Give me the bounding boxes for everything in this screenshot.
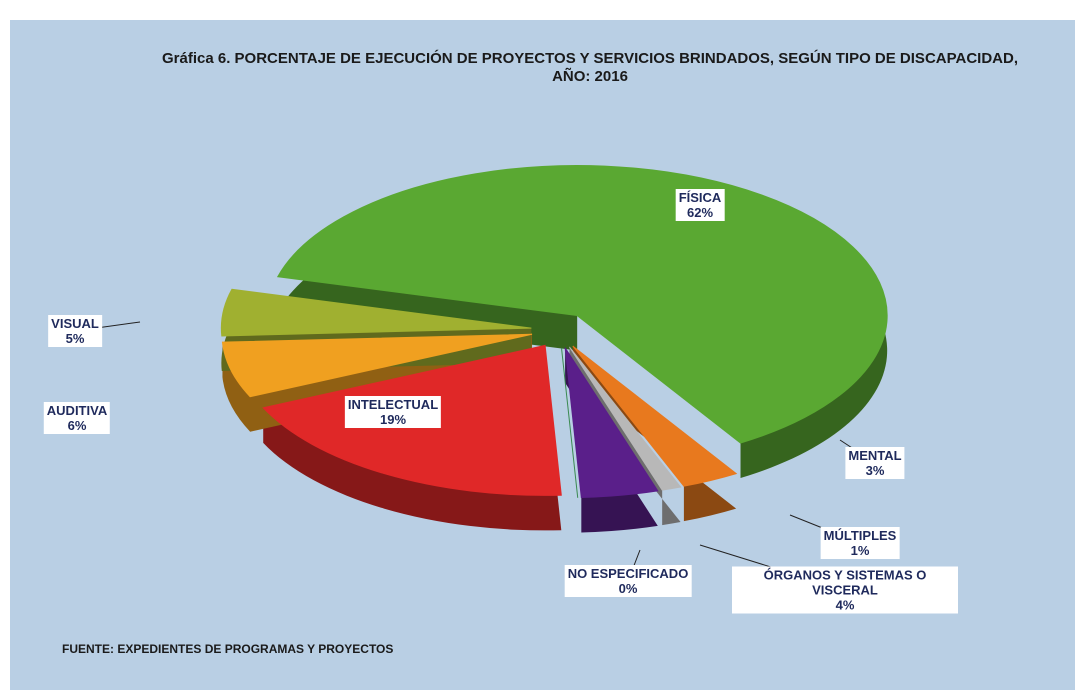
value-label: 0% xyxy=(568,581,689,596)
category-label: NO ESPECIFICADO xyxy=(568,566,689,581)
category-label: FÍSICA xyxy=(679,190,722,205)
value-label: 62% xyxy=(679,205,722,220)
value-label: 4% xyxy=(735,598,955,613)
chart-title: Gráfica 6. PORCENTAJE DE EJECUCIÓN DE PR… xyxy=(160,50,1020,86)
category-label: MÚLTIPLES xyxy=(824,528,897,543)
category-label: INTELECTUAL xyxy=(348,397,438,412)
value-label: 6% xyxy=(47,418,107,433)
value-label: 19% xyxy=(348,412,438,427)
category-label: ÓRGANOS Y SISTEMAS O VISCERAL xyxy=(735,568,955,598)
category-label: VISUAL xyxy=(51,316,99,331)
source-note: FUENTE: EXPEDIENTES DE PROGRAMAS Y PROYE… xyxy=(62,642,393,656)
category-label: MENTAL xyxy=(848,448,901,463)
value-label: 3% xyxy=(848,463,901,478)
value-label: 1% xyxy=(824,543,897,558)
category-label: AUDITIVA xyxy=(47,403,107,418)
value-label: 5% xyxy=(51,331,99,346)
